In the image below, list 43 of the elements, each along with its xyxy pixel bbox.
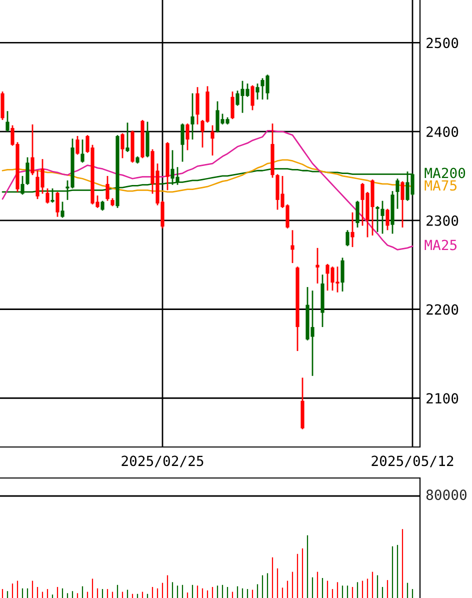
x-tick-label: 2025/02/25: [122, 456, 204, 468]
y-tick-label: 2400: [426, 126, 458, 138]
candlestick: [316, 247, 320, 284]
candlestick: [376, 205, 380, 233]
candlestick: [256, 82, 260, 100]
candlestick: [180, 122, 184, 162]
line-series: [2, 130, 414, 250]
candlestick: [76, 135, 80, 156]
candlestick: [26, 156, 30, 186]
y-tick-label: 2500: [426, 38, 458, 48]
candlestick: [106, 175, 110, 202]
candlestick: [186, 122, 190, 151]
candlestick: [56, 191, 60, 218]
x-tick-label: 2025/05/12: [372, 456, 454, 468]
candlestick: [386, 208, 390, 231]
series-label: MA25: [424, 240, 457, 250]
candlestick: [350, 212, 354, 248]
candlestick: [346, 229, 350, 247]
candlestick: [340, 257, 344, 292]
candlestick: [210, 124, 214, 156]
candlestick: [30, 124, 34, 176]
y-tick-label: 2100: [426, 393, 458, 404]
candlestick: [120, 132, 124, 159]
candlestick: [46, 188, 50, 204]
candlestick: [230, 90, 234, 120]
y-tick-label: 2200: [426, 304, 458, 315]
series-label: MA75: [424, 180, 457, 191]
candlestick: [6, 110, 10, 132]
series-label: MA200: [424, 168, 466, 178]
candlestick: [400, 180, 404, 228]
candlestick: [196, 86, 200, 126]
candlestick: [356, 200, 360, 228]
candlestick: [190, 92, 194, 140]
candlestick: [380, 200, 384, 234]
text: 80000: [426, 490, 466, 500]
candlestick: [60, 201, 64, 218]
candlestick: [396, 178, 400, 210]
candlestick: [126, 122, 130, 153]
candlestick: [290, 229, 294, 264]
candlestick: [100, 200, 104, 212]
candlestick: [250, 84, 254, 111]
y-tick-label: 2300: [426, 215, 458, 226]
candlestick: [80, 138, 84, 164]
